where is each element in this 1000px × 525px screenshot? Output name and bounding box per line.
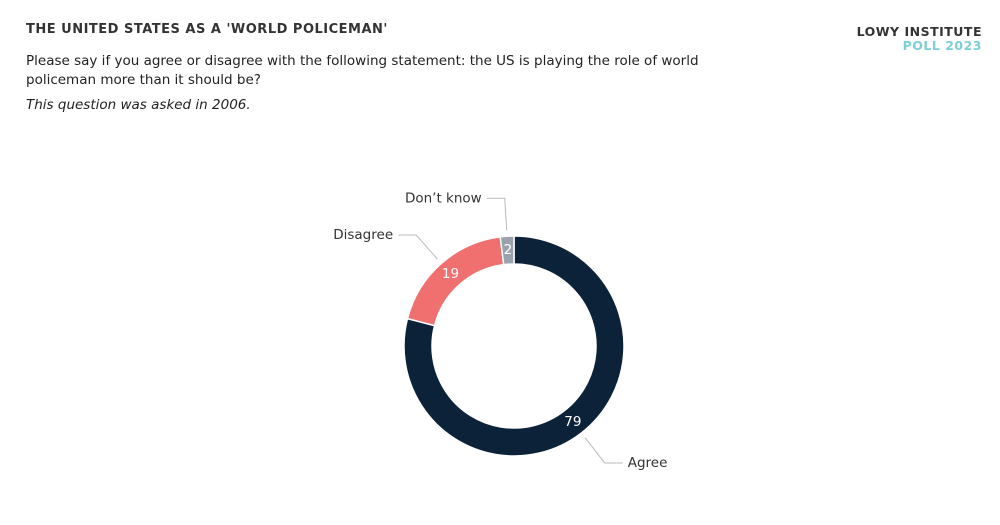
category-label: Agree bbox=[628, 455, 668, 471]
donut-segment bbox=[403, 235, 625, 457]
brand: LOWY INSTITUTE POLL 2023 bbox=[857, 25, 982, 53]
brand-name: LOWY INSTITUTE bbox=[856, 24, 982, 39]
data-label: 19 bbox=[442, 266, 459, 282]
chart-title: THE UNITED STATES AS A 'WORLD POLICEMAN' bbox=[26, 22, 388, 37]
data-label: 2 bbox=[504, 242, 513, 258]
leader-line bbox=[584, 437, 623, 464]
chart-note: This question was asked in 2006. bbox=[26, 97, 251, 113]
category-label: Don’t know bbox=[405, 190, 482, 206]
data-label: 79 bbox=[564, 414, 581, 430]
leader-line bbox=[398, 234, 438, 260]
category-label: Disagree bbox=[333, 227, 393, 243]
leader-line bbox=[486, 197, 508, 231]
chart-subtitle: Please say if you agree or disagree with… bbox=[26, 53, 699, 88]
brand-edition: POLL 2023 bbox=[902, 38, 982, 53]
donut-segment bbox=[499, 235, 515, 266]
